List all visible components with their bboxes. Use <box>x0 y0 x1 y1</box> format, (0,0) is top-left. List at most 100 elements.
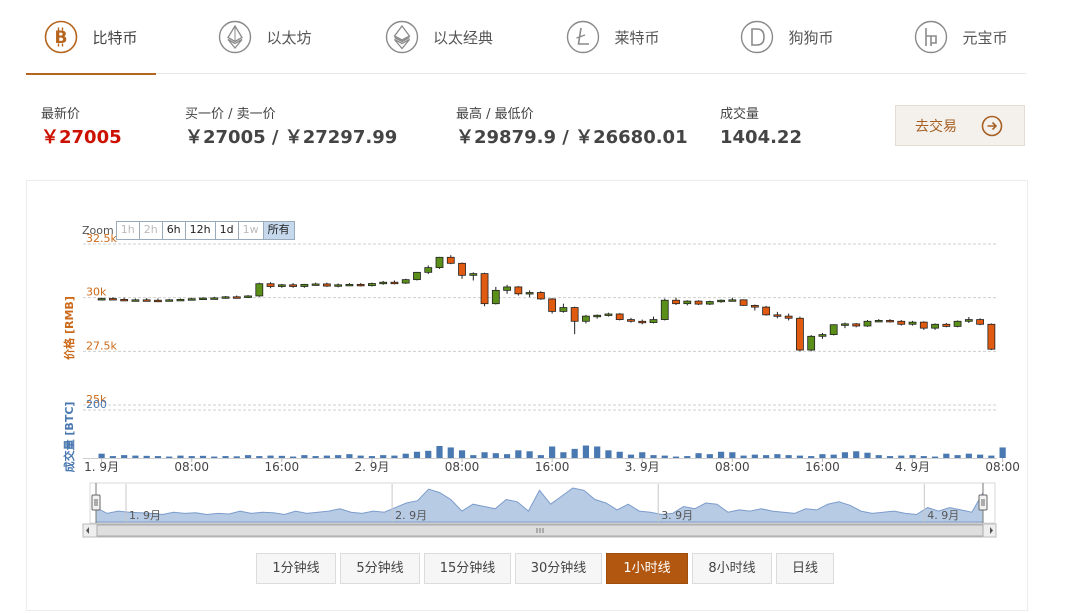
interval-1h-button[interactable]: 1小时线 <box>606 553 688 584</box>
volume-bar <box>830 454 837 458</box>
volume-bar <box>402 453 409 458</box>
zoom-6h-button[interactable]: 6h <box>162 221 186 239</box>
candle-body <box>379 281 388 285</box>
candle-body <box>210 297 219 300</box>
tab-dogecoin[interactable]: 狗狗币 <box>722 0 852 74</box>
candle-body <box>931 323 939 329</box>
interval-30min-button[interactable]: 30分钟线 <box>515 553 602 584</box>
tab-bitcoin[interactable]: B 比特币 <box>26 0 156 75</box>
candle-body <box>548 298 557 312</box>
interval-1min-button[interactable]: 1分钟线 <box>256 553 336 584</box>
navigator-left-handle[interactable] <box>91 494 101 511</box>
zoom-12h-button[interactable]: 12h <box>185 221 216 239</box>
trade-button[interactable]: 去交易 <box>895 105 1025 146</box>
ethereum-icon <box>219 20 252 54</box>
candle-up <box>717 299 725 303</box>
latest-price-value: ￥27005 <box>41 127 122 148</box>
zoom-1w-button[interactable]: 1w <box>238 221 264 239</box>
volume-bar <box>425 450 432 458</box>
candles <box>97 255 996 352</box>
candle-up <box>582 314 590 324</box>
interval-5min-button[interactable]: 5分钟线 <box>340 553 420 584</box>
volume-bar <box>763 455 770 458</box>
navigator-label: 3. 9月 <box>661 509 693 522</box>
bitcoin-icon: B <box>45 20 78 54</box>
volume-bars <box>98 445 1006 458</box>
volume-bar <box>132 455 139 458</box>
interval-buttons: 1分钟线 5分钟线 15分钟线 30分钟线 1小时线 8小时线 日线 <box>256 553 838 584</box>
volume-bar <box>909 455 916 458</box>
candle-body <box>705 301 714 305</box>
candle-down <box>627 317 635 323</box>
zoom-2h-button[interactable]: 2h <box>139 221 163 239</box>
candle-up <box>210 296 219 300</box>
volume-bar <box>740 455 747 458</box>
high-low-value: ￥29879.9 / ￥26680.01 <box>456 127 688 148</box>
tab-litecoin[interactable]: 莱特币 <box>548 0 678 74</box>
tab-label: 以太坊 <box>266 28 312 47</box>
candle-body <box>694 300 703 305</box>
candle-up <box>683 300 692 306</box>
candle-body <box>109 298 117 301</box>
volume-bar <box>301 455 308 458</box>
volume-bar <box>368 456 376 458</box>
scroll-right-arrow-icon[interactable] <box>990 527 993 534</box>
interval-8h-button[interactable]: 8小时线 <box>692 553 772 584</box>
candle-down <box>976 318 984 326</box>
candle-body <box>559 307 568 312</box>
candle-body <box>165 299 174 302</box>
interval-15min-button[interactable]: 15分钟线 <box>424 553 511 584</box>
candle-body <box>413 271 421 281</box>
candle-down <box>390 280 399 285</box>
tab-ethereum[interactable]: 以太坊 <box>200 0 330 74</box>
candle-up <box>277 283 286 288</box>
navigator-right-handle[interactable] <box>978 494 988 511</box>
tab-ethereum-classic[interactable]: 以太经典 <box>374 0 504 74</box>
volume-bar <box>988 455 995 458</box>
candle-body <box>773 314 782 317</box>
candle-body <box>514 286 523 295</box>
candle-up <box>244 295 252 299</box>
zoom-all-button[interactable]: 所有 <box>263 221 294 239</box>
volume-bar <box>875 455 882 458</box>
scroll-left-arrow-icon[interactable] <box>86 527 89 534</box>
chart-panel <box>26 180 1028 611</box>
ethereum-classic-icon <box>385 20 419 54</box>
navigator[interactable]: 1. 9月 2. 9月 3. 9月 4. 9月 <box>89 482 996 524</box>
volume-bar <box>391 455 398 458</box>
candle-down <box>852 322 861 328</box>
volume-tick-label: 200 <box>86 398 107 411</box>
volume-bar <box>965 453 972 458</box>
tab-yuanbao[interactable]: 元宝币 <box>896 0 1026 74</box>
candle-body <box>311 283 320 286</box>
volume-bar <box>199 455 207 458</box>
candle-body <box>638 320 647 324</box>
x-tick-label: 16:00 <box>535 460 570 474</box>
volume-bar <box>312 456 319 458</box>
zoom-control: Zoom 1h 2h 6h 12h 1d 1w 所有 <box>82 220 295 240</box>
candle-body <box>446 256 455 264</box>
zoom-1d-button[interactable]: 1d <box>215 221 239 239</box>
navigator-label: 2. 9月 <box>395 509 427 522</box>
candle-down <box>694 300 703 305</box>
candle-down <box>672 297 680 305</box>
candle-body <box>750 304 759 308</box>
chart-scrollbar[interactable] <box>82 523 997 538</box>
candle-up <box>728 297 737 302</box>
volume-bar <box>796 455 804 458</box>
navigator-label: 1. 9月 <box>129 509 161 522</box>
candle-up <box>165 298 174 302</box>
volume-bar <box>503 454 511 458</box>
dogecoin-icon <box>741 20 774 54</box>
candle-up <box>368 282 376 287</box>
candle-up <box>829 324 838 336</box>
volume-bar <box>751 454 758 458</box>
zoom-1h-button[interactable]: 1h <box>116 221 140 239</box>
candle-body <box>852 323 861 327</box>
candle-body <box>841 323 849 326</box>
price-tick-label: 32.5k <box>86 232 117 245</box>
interval-day-button[interactable]: 日线 <box>776 553 834 584</box>
candle-down <box>514 286 523 296</box>
candle-up <box>593 314 602 319</box>
price-tick-label: 27.5k <box>86 339 117 352</box>
